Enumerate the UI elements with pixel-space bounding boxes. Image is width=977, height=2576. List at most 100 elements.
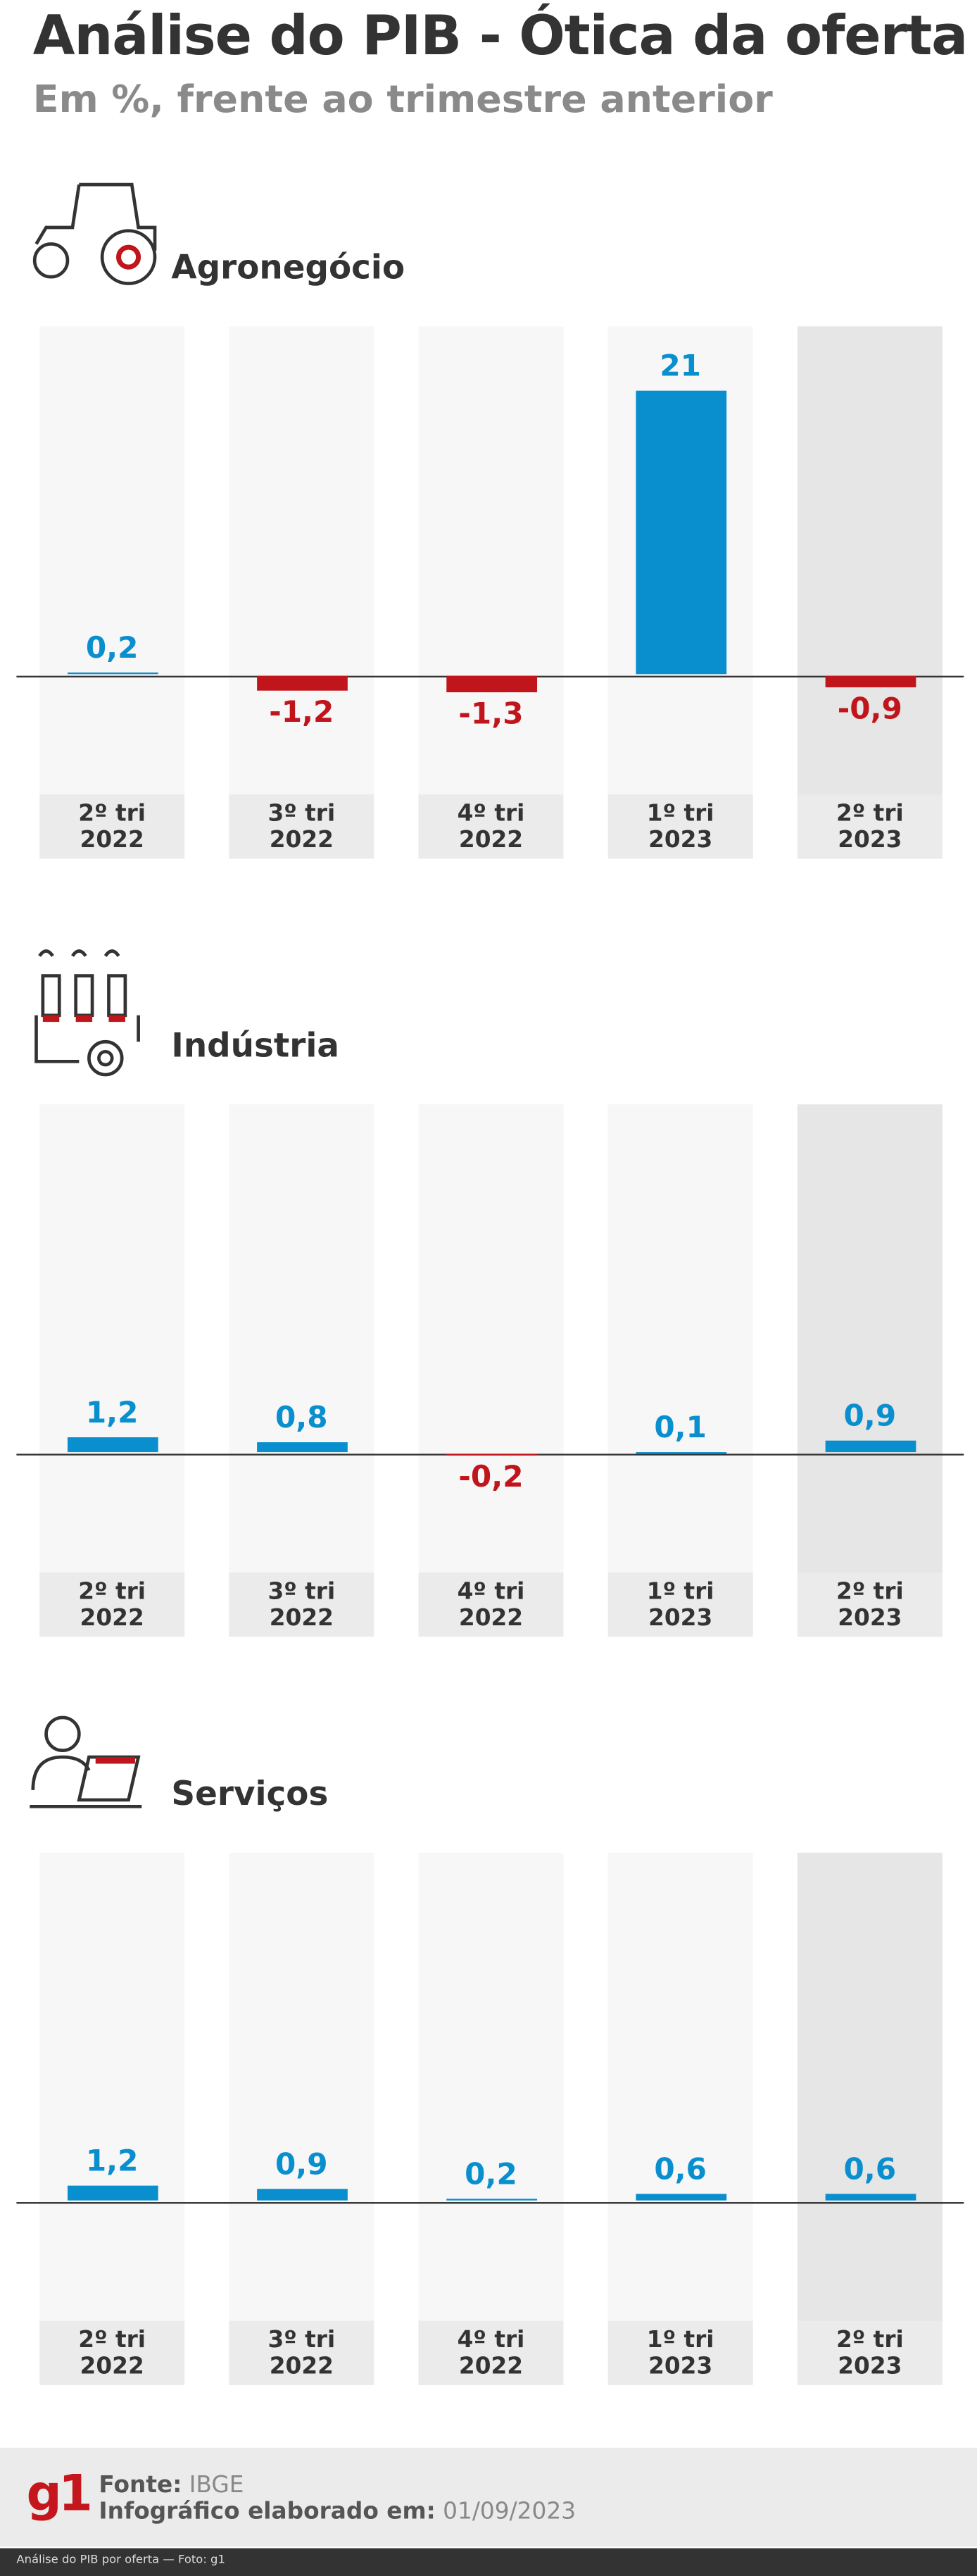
category-box — [418, 2320, 564, 2385]
category-box — [229, 2320, 374, 2385]
category-cell: 2º tri 2022 — [39, 794, 184, 858]
category-cell: 3º tri 2022 — [229, 1573, 374, 1637]
bar — [256, 1442, 347, 1453]
x-tick-label: 2º tri 2022 — [78, 800, 146, 854]
column-background — [418, 1104, 564, 1637]
services-icon — [30, 1715, 142, 1808]
value-label: 0,2 — [465, 2157, 517, 2192]
category-cell: 2º tri 2022 — [39, 1573, 184, 1637]
value-label: -1,2 — [269, 696, 334, 731]
bar — [824, 2193, 916, 2201]
category-cell: 2º tri 2023 — [798, 2321, 943, 2385]
value-label: 0,6 — [654, 2151, 707, 2187]
bar — [635, 1451, 726, 1453]
title: Análise do PIB - Ótica da oferta — [32, 3, 968, 68]
bar — [635, 2193, 726, 2201]
bar — [66, 672, 158, 675]
footer — [0, 2447, 977, 2547]
value-label: 0,8 — [275, 1401, 328, 1436]
value-label: 21 — [660, 350, 701, 385]
value-label: -1,3 — [458, 697, 524, 732]
caption: Análise do PIB por oferta — Foto: g1 — [16, 2553, 225, 2567]
category-box — [797, 1572, 943, 1637]
x-tick-label: 2º tri 2023 — [836, 800, 904, 854]
x-tick-label: 3º tri 2022 — [267, 2326, 336, 2380]
category-box — [418, 794, 564, 859]
date-label: Infográfico elaborado em: — [99, 2499, 436, 2525]
bar — [446, 675, 536, 693]
chart-heading: Agronegócio — [171, 247, 405, 287]
subtitle: Em %, frente ao trimestre anterior — [32, 79, 773, 123]
category-cell: 4º tri 2022 — [419, 1573, 564, 1637]
category-box — [229, 794, 374, 859]
category-box — [229, 1572, 374, 1637]
column-background — [229, 326, 374, 859]
bar — [256, 2189, 347, 2201]
column-background — [607, 1104, 753, 1637]
x-tick-label: 1º tri 2023 — [646, 1578, 714, 1632]
baseline — [16, 2201, 964, 2203]
tractor-icon — [32, 182, 157, 285]
category-cell: 4º tri 2022 — [419, 794, 564, 858]
x-tick-label: 3º tri 2022 — [267, 1578, 336, 1632]
chart-heading: Indústria — [171, 1025, 339, 1065]
category-cell: 3º tri 2022 — [229, 794, 374, 858]
category-cell: 1º tri 2023 — [608, 1573, 753, 1637]
category-box — [39, 794, 185, 859]
column-background — [797, 1104, 943, 1637]
column-background — [418, 1852, 564, 2385]
value-label: -0,9 — [837, 692, 902, 727]
logo: g1 — [26, 2465, 93, 2524]
category-box — [797, 2320, 943, 2385]
x-tick-label: 1º tri 2023 — [646, 2326, 714, 2380]
category-box — [39, 1572, 185, 1637]
category-cell: 3º tri 2022 — [229, 2321, 374, 2385]
x-tick-label: 1º tri 2023 — [646, 800, 714, 854]
category-cell: 2º tri 2023 — [798, 794, 943, 858]
column-background — [39, 1104, 185, 1637]
value-label: 0,6 — [843, 2151, 897, 2187]
category-box — [39, 2320, 185, 2385]
column-background — [797, 1852, 943, 2385]
x-tick-label: 2º tri 2023 — [836, 2326, 904, 2380]
bar — [446, 2199, 536, 2201]
source-value: IBGE — [189, 2472, 244, 2499]
column-background — [797, 326, 943, 859]
x-tick-label: 3º tri 2022 — [267, 800, 336, 854]
value-label: 0,9 — [275, 2148, 328, 2183]
source-label: Fonte: — [99, 2472, 182, 2499]
x-tick-label: 2º tri 2022 — [78, 2326, 146, 2380]
industry-icon — [34, 949, 140, 1077]
value-label: 0,1 — [654, 1410, 707, 1445]
column-background — [418, 326, 564, 859]
date: Infográfico elaborado em: 01/09/2023 — [99, 2499, 576, 2525]
column-background — [39, 1852, 185, 2385]
value-label: -0,2 — [458, 1461, 524, 1496]
column-background — [229, 1852, 374, 2385]
category-cell: 2º tri 2022 — [39, 2321, 184, 2385]
category-box — [607, 1572, 753, 1637]
bottom-bar — [0, 2548, 977, 2576]
value-label: 1,2 — [85, 1395, 139, 1430]
bar — [66, 1437, 158, 1453]
value-label: 0,2 — [85, 631, 139, 666]
source: Fonte: IBGE — [99, 2472, 244, 2499]
date-value: 01/09/2023 — [443, 2499, 576, 2525]
bar — [446, 1453, 536, 1456]
category-cell: 1º tri 2023 — [608, 2321, 753, 2385]
category-cell: 1º tri 2023 — [608, 794, 753, 858]
bar — [824, 1440, 916, 1453]
column-background — [39, 326, 185, 859]
category-box — [607, 794, 753, 859]
column-background — [607, 1852, 753, 2385]
bar — [66, 2184, 158, 2201]
value-label: 0,9 — [843, 1399, 897, 1434]
bar — [635, 391, 726, 675]
category-box — [797, 794, 943, 859]
x-tick-label: 4º tri 2022 — [457, 1578, 525, 1632]
x-tick-label: 2º tri 2022 — [78, 1578, 146, 1632]
category-cell: 4º tri 2022 — [419, 2321, 564, 2385]
x-tick-label: 2º tri 2023 — [836, 1578, 904, 1632]
